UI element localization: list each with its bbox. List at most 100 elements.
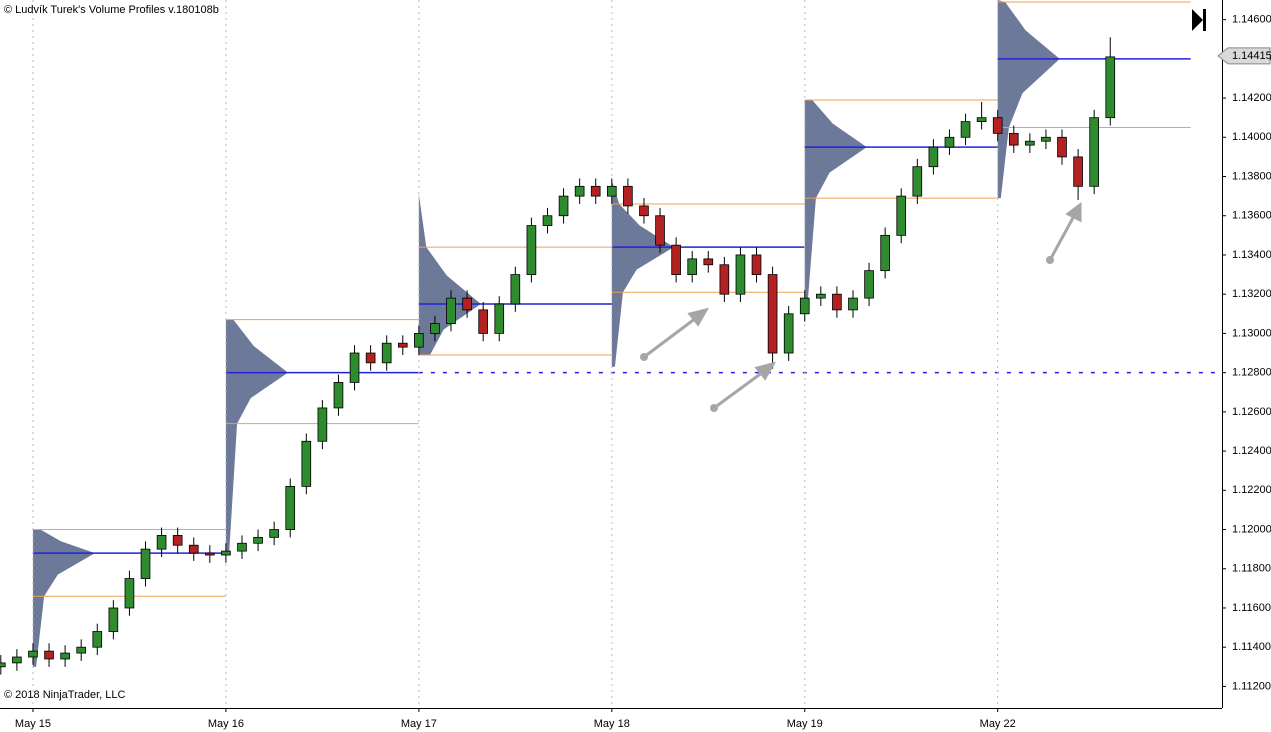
x-tick-label: May 18 [594,718,630,730]
candle-body [1041,136,1051,142]
candle-body [751,254,762,275]
candle-body [671,244,681,275]
volume-profile [997,0,1060,199]
candle-body [606,185,617,197]
arrow-tail [710,404,718,412]
arrow-head [687,307,710,327]
candle-body [816,293,826,299]
x-tick-label: May 22 [980,718,1016,730]
y-tick-label: 1.11400 [1232,641,1271,653]
candle-body [269,529,279,538]
candle-body [1105,56,1116,119]
candle-body [1008,132,1019,146]
arrow-head [754,361,777,381]
candle-body [221,550,231,556]
candle-body [655,215,665,246]
x-tick-label: May 15 [15,718,51,730]
candle-body [510,274,521,305]
last-price-tag [1217,47,1271,65]
candle-body [92,631,103,648]
copyright: © 2018 NinjaTrader, LLC [4,689,125,701]
candle-body [285,485,296,530]
candle-body [1025,140,1035,146]
candle-body [317,407,328,442]
y-tick-label: 1.12000 [1232,523,1271,535]
candle-body [349,352,360,383]
candle-body [205,552,215,556]
candle-body [960,121,971,138]
y-tick-label: 1.11800 [1232,563,1271,575]
candle-body [494,303,505,334]
candle-body [60,652,70,660]
candle-body [767,274,778,354]
volume-profile [804,100,867,301]
candle-body [799,297,810,315]
candle-body [687,258,698,275]
scroll-end-icon[interactable] [1192,9,1206,31]
chart-title: © Ludvík Turek's Volume Profiles v.18010… [4,4,219,16]
candle-body [864,270,874,299]
candles [0,37,1116,675]
candle-body [140,548,151,579]
y-tick-label: 1.12200 [1232,484,1271,496]
volume-profile [611,180,674,367]
candle-body [44,650,54,660]
candle-body [478,309,488,334]
candle-body [783,313,794,354]
y-tick-label: 1.12600 [1232,406,1271,418]
candle-body [896,195,907,236]
arrow [1048,215,1076,261]
candle-body [574,185,585,197]
candle-body [558,195,569,217]
candle-body [928,146,939,168]
y-tick-label: 1.11200 [1232,680,1271,692]
y-tick-label: 1.13200 [1232,288,1271,300]
candle-body [0,662,6,668]
candle-body [381,342,392,364]
candle-body [172,535,183,546]
candle-body [430,323,440,334]
arrow [713,370,764,410]
candle-body [124,578,135,609]
y-tick-label: 1.14200 [1232,92,1271,104]
candle-body [976,117,987,122]
volume-profile [418,194,481,355]
candle-body [446,297,456,325]
y-tick-label: 1.12800 [1232,367,1271,379]
icon-bar[interactable] [1203,9,1206,31]
last-price-label: 1.14415 [1232,50,1271,62]
candle-body [1057,136,1067,158]
candle-body [301,440,312,487]
candle-body [848,297,858,311]
candle-body [333,382,344,409]
y-tick-label: 1.14000 [1232,131,1271,143]
candle-body [832,293,842,311]
candle-body [992,117,1003,134]
y-tick-label: 1.12400 [1232,445,1271,457]
candle-body [542,215,553,226]
x-tick-label: May 19 [787,718,823,730]
candle-body [703,258,714,266]
arrow [643,316,697,359]
candle-body [414,333,424,348]
candle-body [623,185,633,207]
x-tick-label: May 16 [208,718,244,730]
candle-body [735,254,746,295]
arrow-head [1065,202,1082,223]
volume-profile [32,529,95,667]
candle-body [462,297,472,311]
candle-body [719,264,730,295]
annotation-arrows [640,202,1082,412]
candle-body [76,646,87,654]
candle-body [526,225,537,275]
candle-body [1089,117,1099,187]
grid [32,0,1226,708]
candle-body [912,166,923,197]
candle-body [1073,156,1083,187]
x-tick-label: May 17 [401,718,437,730]
icon-triangle[interactable] [1192,9,1203,31]
candle-body [237,542,247,552]
candle-body [156,535,167,550]
y-tick-label: 1.14600 [1232,14,1271,26]
